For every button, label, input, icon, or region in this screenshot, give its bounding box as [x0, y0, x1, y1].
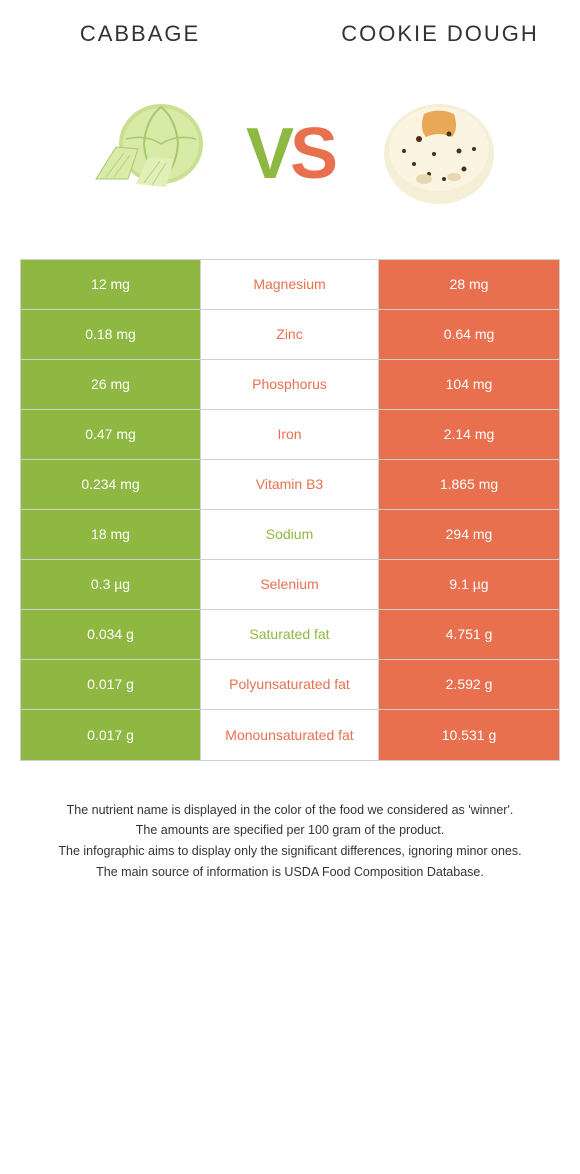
right-value: 0.64 mg — [379, 310, 559, 359]
left-value: 12 mg — [21, 260, 201, 309]
right-value: 28 mg — [379, 260, 559, 309]
footer-line: The infographic aims to display only the… — [40, 842, 540, 861]
left-value: 0.47 mg — [21, 410, 201, 459]
footer-line: The nutrient name is displayed in the co… — [40, 801, 540, 820]
nutrient-row: 26 mgPhosphorus104 mg — [21, 360, 559, 410]
nutrient-label: Sodium — [201, 510, 379, 559]
header: CABBAGE COOKIE DOUGH — [20, 20, 560, 49]
right-value: 104 mg — [379, 360, 559, 409]
right-value: 2.592 g — [379, 660, 559, 709]
nutrient-label: Magnesium — [201, 260, 379, 309]
right-food-title: COOKIE DOUGH — [340, 20, 540, 49]
left-value: 0.234 mg — [21, 460, 201, 509]
right-value: 4.751 g — [379, 610, 559, 659]
left-value: 0.017 g — [21, 660, 201, 709]
nutrient-row: 0.034 gSaturated fat4.751 g — [21, 610, 559, 660]
cookie-dough-image — [364, 79, 514, 229]
vs-v: V — [246, 114, 290, 194]
vs-row: VS — [20, 79, 560, 229]
right-value: 2.14 mg — [379, 410, 559, 459]
nutrient-label: Vitamin B3 — [201, 460, 379, 509]
left-value: 26 mg — [21, 360, 201, 409]
nutrient-row: 0.47 mgIron2.14 mg — [21, 410, 559, 460]
vs-s: S — [290, 114, 334, 194]
left-value: 0.034 g — [21, 610, 201, 659]
vs-label: VS — [246, 113, 334, 195]
nutrient-label: Phosphorus — [201, 360, 379, 409]
cabbage-image — [66, 79, 216, 229]
nutrient-label: Polyunsaturated fat — [201, 660, 379, 709]
nutrient-table: 12 mgMagnesium28 mg0.18 mgZinc0.64 mg26 … — [20, 259, 560, 761]
left-value: 0.3 µg — [21, 560, 201, 609]
left-food-title: CABBAGE — [40, 20, 240, 49]
nutrient-row: 0.017 gPolyunsaturated fat2.592 g — [21, 660, 559, 710]
nutrient-row: 0.3 µgSelenium9.1 µg — [21, 560, 559, 610]
footer-line: The amounts are specified per 100 gram o… — [40, 821, 540, 840]
left-value: 0.18 mg — [21, 310, 201, 359]
nutrient-row: 0.017 gMonounsaturated fat10.531 g — [21, 710, 559, 760]
right-value: 294 mg — [379, 510, 559, 559]
right-value: 10.531 g — [379, 710, 559, 760]
left-value: 18 mg — [21, 510, 201, 559]
footer-line: The main source of information is USDA F… — [40, 863, 540, 882]
nutrient-label: Monounsaturated fat — [201, 710, 379, 760]
footer: The nutrient name is displayed in the co… — [20, 801, 560, 882]
nutrient-label: Zinc — [201, 310, 379, 359]
nutrient-row: 0.18 mgZinc0.64 mg — [21, 310, 559, 360]
nutrient-row: 0.234 mgVitamin B31.865 mg — [21, 460, 559, 510]
nutrient-label: Iron — [201, 410, 379, 459]
left-value: 0.017 g — [21, 710, 201, 760]
right-value: 1.865 mg — [379, 460, 559, 509]
nutrient-label: Saturated fat — [201, 610, 379, 659]
nutrient-label: Selenium — [201, 560, 379, 609]
right-value: 9.1 µg — [379, 560, 559, 609]
nutrient-row: 12 mgMagnesium28 mg — [21, 260, 559, 310]
nutrient-row: 18 mgSodium294 mg — [21, 510, 559, 560]
